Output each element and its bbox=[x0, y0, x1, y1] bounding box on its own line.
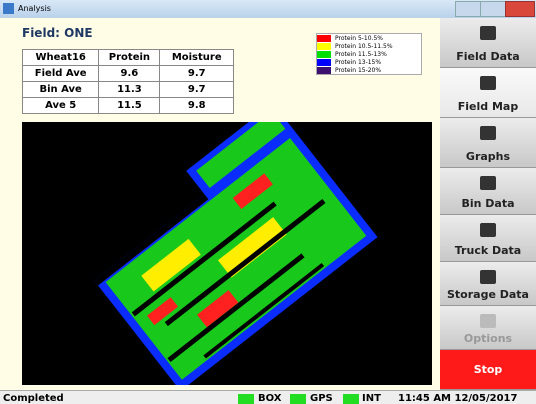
summary-table: Wheat16 Protein Moisture Field Ave 9.6 9.7 B… bbox=[21, 49, 234, 114]
legend-item: Protein 11.5-13% bbox=[317, 50, 421, 58]
button-label: Field Data bbox=[456, 50, 520, 63]
sidebar-button[interactable]: Field Data bbox=[440, 18, 536, 68]
legend-label: Protein 5-10.5% bbox=[335, 34, 383, 42]
window-title: Analysis bbox=[18, 4, 51, 13]
button-label: Stop bbox=[473, 363, 503, 376]
patch bbox=[141, 238, 201, 292]
legend: Protein 5-10.5% Protein 10.5-11.5% Protein… bbox=[316, 33, 422, 75]
sidebar-button[interactable]: Truck Data bbox=[440, 215, 536, 262]
notch bbox=[94, 194, 209, 286]
patch bbox=[217, 217, 287, 278]
indicator-label: GPS bbox=[310, 393, 333, 404]
button-icon bbox=[480, 176, 496, 190]
cell: 9.7 bbox=[159, 81, 234, 98]
button-label: Options bbox=[463, 332, 513, 345]
patch bbox=[197, 290, 239, 328]
app-icon bbox=[3, 3, 14, 14]
indicator-light bbox=[290, 394, 306, 404]
stripe bbox=[164, 199, 326, 327]
cell: 9.8 bbox=[159, 97, 234, 114]
button-label: Field Map bbox=[457, 100, 519, 113]
cell: Ave 5 bbox=[21, 97, 100, 114]
legend-item: Protein 10.5-11.5% bbox=[317, 42, 421, 50]
cell: Field Ave bbox=[21, 65, 100, 82]
button-icon bbox=[480, 126, 496, 140]
button-icon bbox=[480, 26, 496, 40]
cell: Bin Ave bbox=[21, 81, 100, 98]
field-shape bbox=[94, 122, 378, 385]
legend-label: Protein 13-15% bbox=[335, 58, 382, 66]
stripe bbox=[167, 253, 305, 363]
sidebar-button[interactable]: Storage Data bbox=[440, 262, 536, 306]
button-icon bbox=[480, 223, 496, 237]
cell: 9.6 bbox=[98, 65, 161, 82]
indicator-light bbox=[238, 394, 254, 404]
legend-swatch bbox=[317, 42, 331, 50]
button-icon bbox=[480, 270, 496, 284]
field-extension-body bbox=[196, 122, 286, 189]
minimize[interactable] bbox=[455, 1, 481, 17]
legend-swatch bbox=[317, 58, 331, 66]
indicator-label: BOX bbox=[258, 393, 282, 404]
button-label: Storage Data bbox=[447, 288, 529, 301]
status-bar: Completed BOX GPS INT 11:45 AM 12/05/201… bbox=[0, 390, 536, 404]
stripe bbox=[203, 263, 325, 359]
legend-label: Protein 10.5-11.5% bbox=[335, 42, 393, 50]
sidebar: Field Data Field Map Graphs Bin Data Truck D… bbox=[440, 18, 536, 390]
button-label: Graphs bbox=[465, 150, 511, 163]
close[interactable] bbox=[505, 1, 535, 17]
indicator-light bbox=[343, 394, 359, 404]
title-bar: Analysis bbox=[0, 0, 536, 18]
button-icon bbox=[480, 76, 496, 90]
patch bbox=[147, 297, 179, 326]
button-label: Truck Data bbox=[454, 244, 522, 257]
stripe bbox=[131, 201, 277, 317]
header-cell: Protein bbox=[98, 49, 161, 66]
legend-label: Protein 15-20% bbox=[335, 66, 382, 74]
cell: 9.7 bbox=[159, 65, 234, 82]
cell: 11.5 bbox=[98, 97, 161, 114]
status-message: Completed bbox=[3, 393, 64, 404]
field-title: Field: ONE bbox=[22, 26, 93, 40]
header-cell: Moisture bbox=[159, 49, 234, 66]
button-label: Bin Data bbox=[461, 197, 515, 210]
sidebar-button[interactable]: Graphs bbox=[440, 118, 536, 168]
legend-item: Protein 15-20% bbox=[317, 66, 421, 74]
maximize[interactable] bbox=[480, 1, 506, 17]
legend-label: Protein 11.5-13% bbox=[335, 50, 387, 58]
legend-swatch bbox=[317, 50, 331, 58]
clock: 11:45 AM 12/05/2017 bbox=[398, 393, 518, 404]
indicator-label: INT bbox=[362, 393, 381, 404]
cell: 11.3 bbox=[98, 81, 161, 98]
field-map bbox=[22, 122, 432, 385]
legend-swatch bbox=[317, 66, 331, 74]
button-icon bbox=[480, 314, 496, 328]
sidebar-button[interactable]: Field Map bbox=[440, 68, 536, 118]
legend-swatch bbox=[317, 34, 331, 42]
header-cell: Wheat16 bbox=[21, 49, 100, 66]
sidebar-button[interactable]: Bin Data bbox=[440, 168, 536, 215]
legend-item: Protein 5-10.5% bbox=[317, 34, 421, 42]
main-panel: Field: ONE Wheat16 Protein Moisture Field … bbox=[0, 18, 440, 390]
sidebar-button[interactable]: Options bbox=[440, 306, 536, 350]
sidebar-button[interactable]: Stop bbox=[440, 350, 536, 390]
patch bbox=[232, 173, 273, 210]
legend-item: Protein 13-15% bbox=[317, 58, 421, 66]
